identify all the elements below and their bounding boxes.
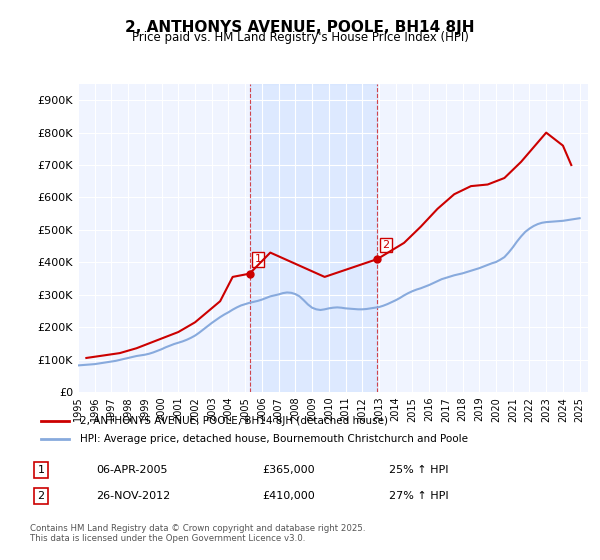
Text: Contains HM Land Registry data © Crown copyright and database right 2025.
This d: Contains HM Land Registry data © Crown c… [30,524,365,543]
Text: 27% ↑ HPI: 27% ↑ HPI [389,491,448,501]
Text: 1: 1 [38,465,44,475]
Text: £410,000: £410,000 [262,491,314,501]
Text: 2, ANTHONYS AVENUE, POOLE, BH14 8JH: 2, ANTHONYS AVENUE, POOLE, BH14 8JH [125,20,475,35]
Text: 2: 2 [37,491,44,501]
Text: 26-NOV-2012: 26-NOV-2012 [96,491,170,501]
Text: HPI: Average price, detached house, Bournemouth Christchurch and Poole: HPI: Average price, detached house, Bour… [80,434,467,444]
Text: 25% ↑ HPI: 25% ↑ HPI [389,465,448,475]
Text: 2: 2 [382,240,389,250]
Text: Price paid vs. HM Land Registry's House Price Index (HPI): Price paid vs. HM Land Registry's House … [131,31,469,44]
Text: 2, ANTHONYS AVENUE, POOLE, BH14 8JH (detached house): 2, ANTHONYS AVENUE, POOLE, BH14 8JH (det… [80,416,388,426]
Text: £365,000: £365,000 [262,465,314,475]
Text: 1: 1 [254,254,262,264]
Bar [250,84,377,392]
Text: 06-APR-2005: 06-APR-2005 [96,465,168,475]
